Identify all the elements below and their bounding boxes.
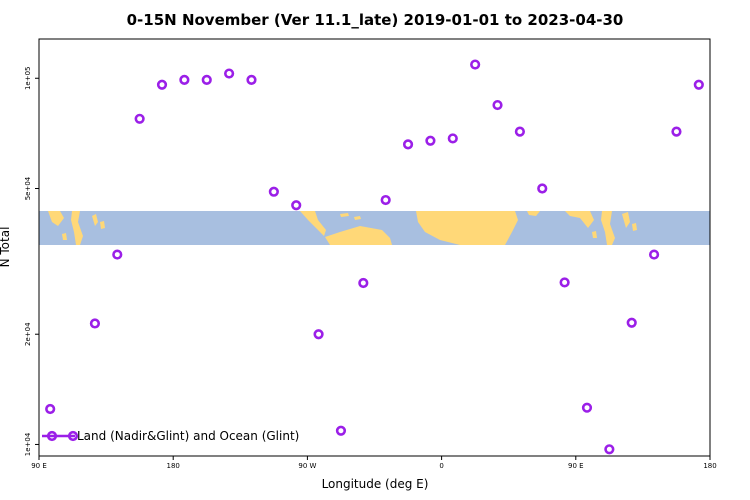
- data-point: [246, 74, 257, 85]
- land-shape: [62, 233, 67, 240]
- data-points: [45, 59, 704, 455]
- data-point: [268, 186, 279, 197]
- data-point: [671, 126, 682, 137]
- land-shape: [565, 211, 594, 228]
- data-point: [626, 317, 637, 328]
- land-shape: [71, 211, 83, 245]
- legend-label: Land (Nadir&Glint) and Ocean (Glint): [77, 429, 299, 443]
- land-shape: [416, 211, 518, 245]
- data-point: [581, 402, 593, 413]
- map-band: [39, 211, 710, 245]
- y-tick-label: 2e+04: [24, 322, 32, 346]
- data-point: [291, 200, 302, 211]
- plot-frame: [38, 38, 711, 457]
- data-point: [402, 139, 414, 150]
- land-shape: [354, 216, 361, 220]
- legend-marker: [46, 430, 58, 442]
- land-shape: [325, 226, 392, 245]
- data-point: [335, 425, 347, 436]
- data-point: [134, 113, 145, 124]
- data-point: [156, 79, 168, 90]
- y-axis: 1e+04 2e+04 5e+04 1e+05: [24, 66, 39, 456]
- land-shape: [48, 211, 64, 226]
- data-point: [425, 135, 436, 146]
- chart-title: 0-15N November (Ver 11.1_late) 2019-01-0…: [127, 11, 624, 29]
- data-point: [45, 403, 56, 415]
- land-shape: [92, 214, 98, 226]
- data-point: [89, 318, 101, 329]
- x-tick-label: 90 E: [31, 462, 47, 470]
- data-point: [179, 74, 190, 85]
- land-masses: [48, 211, 637, 245]
- land-shape: [601, 211, 615, 245]
- data-point: [470, 59, 481, 70]
- land-shape: [100, 221, 105, 229]
- x-tick-label: 90 W: [298, 462, 316, 470]
- data-point: [559, 277, 570, 288]
- data-point: [358, 277, 369, 289]
- data-point: [447, 133, 458, 144]
- y-tick-label: 1e+04: [24, 432, 32, 456]
- data-point: [604, 444, 615, 455]
- land-shape: [527, 211, 540, 216]
- x-tick-label: 180: [703, 462, 716, 470]
- data-point: [313, 329, 324, 340]
- data-point: [514, 126, 525, 137]
- x-tick-label: 90 E: [568, 462, 584, 470]
- x-tick-label: 0: [439, 462, 443, 470]
- data-point: [112, 249, 123, 260]
- y-axis-label: N Total: [0, 227, 12, 268]
- land-shape: [340, 213, 349, 217]
- data-point: [693, 79, 704, 90]
- x-axis-label: Longitude (deg E): [322, 477, 429, 491]
- land-shape: [622, 212, 630, 228]
- x-axis: 90 E 180 90 W 0 90 E 180: [31, 456, 717, 470]
- y-tick-label: 1e+05: [24, 66, 32, 90]
- land-shape: [300, 211, 326, 236]
- data-point: [648, 249, 660, 260]
- legend-marker: [67, 430, 79, 442]
- data-point: [224, 68, 235, 79]
- data-point: [380, 194, 391, 206]
- legend: Land (Nadir&Glint) and Ocean (Glint): [42, 429, 299, 443]
- data-point: [201, 74, 212, 85]
- land-shape: [632, 223, 637, 231]
- data-point: [537, 183, 548, 194]
- land-shape: [592, 231, 597, 238]
- x-tick-label: 180: [167, 462, 180, 470]
- data-point: [492, 99, 503, 111]
- y-tick-label: 5e+04: [24, 176, 32, 200]
